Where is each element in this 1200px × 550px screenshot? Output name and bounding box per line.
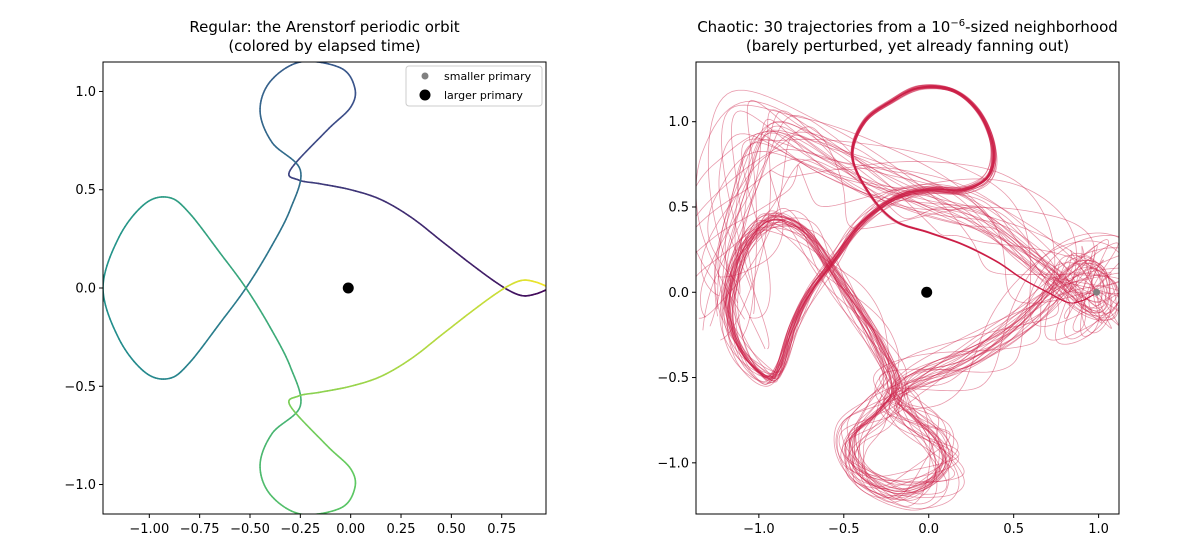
trajectory-line	[714, 86, 1104, 490]
right-xtick-label: 1.0	[1088, 522, 1109, 537]
right-ytick-label: −0.5	[657, 371, 689, 386]
trajectory-line	[707, 87, 1119, 477]
right-ytick-label: 0.0	[668, 286, 689, 301]
smaller-primary-marker	[546, 285, 553, 292]
left-xtick-label: −0.75	[180, 522, 220, 537]
trajectory-line	[696, 84, 1119, 511]
left-xtick-label: 0.00	[336, 522, 365, 537]
trajectory-line	[720, 87, 1119, 484]
orbit-segment	[312, 139, 319, 145]
larger-primary-marker	[342, 282, 354, 294]
right-axes: −1.0 −0.5 0.0 0.5 1.0 −1.0 −0.5 0.0 0.5 1.0	[657, 115, 1109, 537]
legend-box	[405, 65, 543, 107]
trajectory-line	[696, 84, 1109, 507]
trajectory-line	[724, 85, 1117, 499]
right-title-suffix: -sized neighborhood	[965, 18, 1118, 36]
right-ytick-label: 0.5	[668, 200, 689, 215]
trajectory-line	[709, 86, 1117, 486]
left-ytick-label: 0.5	[75, 183, 96, 198]
left-xtick-label: −0.25	[280, 522, 320, 537]
left-ytick-label: 0.0	[75, 282, 96, 297]
trajectory-line	[724, 86, 1113, 497]
right-ytick-label: 1.0	[668, 115, 689, 130]
left-xtick-label: 0.50	[437, 522, 466, 537]
orbit-segment	[305, 423, 311, 430]
right-title-exponent: −6	[950, 18, 965, 29]
trajectory-line	[714, 86, 1102, 490]
left-axes-frame	[102, 61, 547, 515]
orbit-segment	[298, 154, 304, 160]
trajectory-line	[696, 84, 1119, 502]
right-xtick-label: 0.0	[918, 522, 939, 537]
orbit-segment	[309, 427, 315, 433]
trajectory-line	[720, 86, 1110, 494]
trajectory-line	[696, 86, 1119, 487]
orbit-segment	[316, 435, 322, 441]
legend-label-smaller-primary: smaller primary	[444, 70, 532, 83]
orbit-segment	[309, 143, 315, 149]
trajectory-line	[700, 86, 1103, 501]
orbit-segment	[302, 420, 308, 426]
trajectory-line	[707, 85, 1112, 503]
legend-marker-larger-primary	[419, 89, 431, 101]
left-xtick-label: 0.25	[387, 522, 416, 537]
orbit-segment	[302, 150, 308, 156]
right-ytick-label: −1.0	[657, 456, 689, 471]
orbit-segment	[298, 416, 304, 422]
right-xtick-label: −1.0	[743, 522, 775, 537]
left-chart-title: Regular: the Arenstorf periodic orbit	[189, 18, 459, 36]
left-ytick-label: −0.5	[64, 380, 96, 395]
trajectory-line	[725, 85, 1119, 497]
left-chart: Regular: the Arenstorf periodic orbit (c…	[64, 18, 553, 537]
trajectory-line	[719, 88, 1119, 483]
right-chart-subtitle: (barely perturbed, yet already fanning o…	[746, 37, 1069, 55]
left-ytick-label: 1.0	[75, 85, 96, 100]
orbit-segment	[305, 146, 311, 153]
left-xtick-label: −0.50	[230, 522, 270, 537]
trajectory-line	[702, 87, 1112, 486]
trajectory-line	[718, 85, 1119, 499]
right-plot-area	[696, 84, 1119, 511]
right-title-prefix: Chaotic: 30 trajectories from a 10	[697, 18, 950, 36]
trajectory-line	[717, 86, 1108, 493]
trajectory-line	[724, 86, 1111, 495]
right-xtick-label: −0.5	[828, 522, 860, 537]
orbit-segment	[312, 431, 319, 437]
trajectory-line	[722, 86, 1119, 489]
trajectory-line	[717, 86, 1107, 493]
left-xtick-label: 0.75	[487, 522, 516, 537]
trajectory-line	[696, 85, 1119, 505]
left-legend: smaller primary larger primary	[405, 65, 543, 107]
trajectory-line	[721, 87, 1119, 498]
legend-marker-smaller-primary	[421, 72, 429, 80]
left-axes: −1.00 −0.75 −0.50 −0.25 0.00 0.25 0.50 0.75 −1.0…	[64, 85, 516, 537]
left-plot-area	[103, 62, 553, 514]
right-axes-frame	[695, 61, 1120, 515]
larger-primary-marker	[921, 286, 933, 298]
trajectory-line	[696, 84, 1112, 500]
legend-label-larger-primary: larger primary	[444, 89, 523, 102]
trajectory-line	[722, 86, 1119, 491]
right-xtick-label: 0.5	[1003, 522, 1024, 537]
right-chart-title: Chaotic: 30 trajectories from a 10−6-siz…	[697, 18, 1118, 36]
left-ytick-label: −1.0	[64, 478, 96, 493]
left-xtick-label: −1.00	[129, 522, 169, 537]
left-chart-subtitle: (colored by elapsed time)	[228, 37, 420, 55]
trajectory-line	[700, 86, 1104, 493]
orbit-segment	[316, 135, 322, 141]
trajectory-line	[717, 85, 1119, 509]
smaller-primary-marker	[1093, 288, 1101, 296]
right-chart: Chaotic: 30 trajectories from a 10−6-siz…	[657, 18, 1120, 537]
trajectory-line	[698, 87, 1119, 495]
